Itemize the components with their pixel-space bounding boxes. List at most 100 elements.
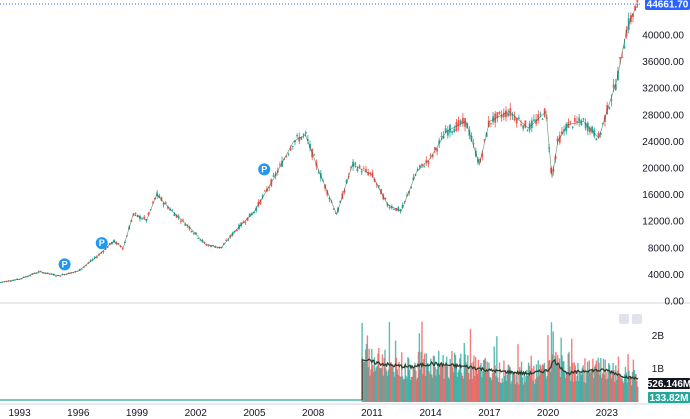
volume-bar[interactable]: [470, 363, 473, 402]
candle-body[interactable]: [285, 156, 288, 158]
volume-bar[interactable]: [372, 372, 375, 402]
volume-bar[interactable]: [478, 369, 480, 402]
candle-body[interactable]: [427, 160, 430, 164]
volume-bar[interactable]: [464, 354, 466, 402]
volume-bar[interactable]: [489, 376, 491, 402]
candle-body[interactable]: [20, 278, 23, 280]
candle-body[interactable]: [453, 128, 456, 133]
volume-bar[interactable]: [409, 380, 412, 402]
volume-bar[interactable]: [427, 363, 429, 402]
volume-bar[interactable]: [392, 364, 394, 402]
candle-body[interactable]: [192, 233, 195, 234]
volume-bar[interactable]: [386, 371, 388, 402]
volume-bar[interactable]: [538, 375, 540, 402]
candle-body[interactable]: [496, 112, 499, 118]
candle-body[interactable]: [621, 57, 624, 58]
candle-body[interactable]: [339, 201, 342, 203]
candle-body[interactable]: [539, 113, 542, 115]
volume-bar[interactable]: [473, 355, 475, 402]
volume-bar[interactable]: [520, 361, 523, 402]
candle-body[interactable]: [352, 161, 354, 167]
candle-body[interactable]: [63, 274, 66, 276]
volume-bar[interactable]: [419, 369, 421, 402]
candle-body[interactable]: [589, 127, 591, 133]
volume-bar[interactable]: [526, 369, 528, 402]
candle-body[interactable]: [175, 214, 178, 218]
candle-body[interactable]: [332, 208, 335, 210]
candle-body[interactable]: [416, 169, 419, 171]
volume-bar[interactable]: [556, 355, 559, 402]
candle-body[interactable]: [246, 217, 249, 221]
volume-bar[interactable]: [554, 355, 556, 402]
candle-body[interactable]: [586, 122, 589, 132]
candle-body[interactable]: [302, 134, 305, 136]
candle-body[interactable]: [162, 202, 165, 205]
volume-bar[interactable]: [569, 366, 571, 402]
candle-body[interactable]: [578, 117, 581, 122]
candle-body[interactable]: [459, 120, 462, 124]
volume-bar[interactable]: [365, 343, 368, 402]
volume-bar[interactable]: [534, 379, 537, 402]
volume-bar[interactable]: [436, 368, 438, 402]
volume-bar[interactable]: [505, 380, 508, 402]
eye-icon[interactable]: [619, 314, 629, 324]
candle-body[interactable]: [558, 135, 561, 143]
candle-body[interactable]: [263, 190, 266, 192]
candle-body[interactable]: [610, 99, 613, 101]
volume-bar[interactable]: [523, 374, 525, 402]
candle-body[interactable]: [395, 208, 398, 211]
volume-bar[interactable]: [451, 350, 453, 402]
candle-body[interactable]: [309, 143, 311, 149]
candle-body[interactable]: [72, 272, 75, 274]
volume-bar[interactable]: [560, 337, 562, 402]
volume-bar[interactable]: [486, 361, 488, 402]
volume-bar[interactable]: [386, 375, 389, 402]
volume-bar[interactable]: [622, 383, 625, 402]
volume-bar[interactable]: [463, 343, 465, 402]
candle-body[interactable]: [440, 136, 443, 137]
candle-body[interactable]: [576, 121, 578, 123]
volume-bar[interactable]: [606, 372, 608, 402]
volume-bar[interactable]: [370, 369, 372, 402]
volume-bar[interactable]: [624, 366, 627, 402]
volume-bar[interactable]: [547, 335, 549, 402]
volume-bar[interactable]: [583, 382, 585, 402]
volume-bar[interactable]: [504, 369, 507, 402]
volume-bar[interactable]: [636, 380, 638, 402]
volume-bar[interactable]: [438, 374, 441, 402]
volume-bar[interactable]: [528, 365, 531, 402]
candle-body[interactable]: [449, 124, 451, 133]
volume-bar[interactable]: [381, 354, 384, 402]
volume-bar[interactable]: [504, 376, 506, 402]
volume-bar[interactable]: [492, 372, 495, 402]
volume-bar[interactable]: [448, 379, 451, 402]
volume-bar[interactable]: [579, 373, 582, 402]
volume-bar[interactable]: [532, 380, 534, 402]
candle-body[interactable]: [244, 222, 247, 224]
candle-body[interactable]: [472, 143, 475, 145]
volume-bar[interactable]: [622, 381, 624, 402]
volume-bar[interactable]: [453, 372, 455, 402]
candle-body[interactable]: [253, 211, 255, 213]
candle-body[interactable]: [470, 135, 473, 141]
volume-bar[interactable]: [485, 370, 487, 402]
volume-bar[interactable]: [483, 359, 486, 402]
volume-bar[interactable]: [568, 351, 570, 402]
candle-body[interactable]: [235, 229, 238, 232]
volume-bar[interactable]: [457, 372, 459, 402]
candle-body[interactable]: [160, 197, 163, 201]
candle-body[interactable]: [210, 245, 212, 248]
candle-body[interactable]: [356, 168, 359, 172]
volume-bar[interactable]: [465, 362, 467, 402]
volume-bar[interactable]: [548, 360, 550, 402]
volume-bar[interactable]: [480, 362, 482, 402]
volume-bar[interactable]: [444, 365, 446, 402]
candle-body[interactable]: [507, 113, 510, 116]
candle-body[interactable]: [42, 272, 44, 274]
volume-bar[interactable]: [437, 364, 439, 402]
volume-bar[interactable]: [617, 356, 620, 402]
volume-bar[interactable]: [598, 362, 600, 402]
candle-body[interactable]: [569, 121, 572, 122]
candle-body[interactable]: [489, 122, 492, 124]
volume-bar[interactable]: [525, 376, 527, 402]
